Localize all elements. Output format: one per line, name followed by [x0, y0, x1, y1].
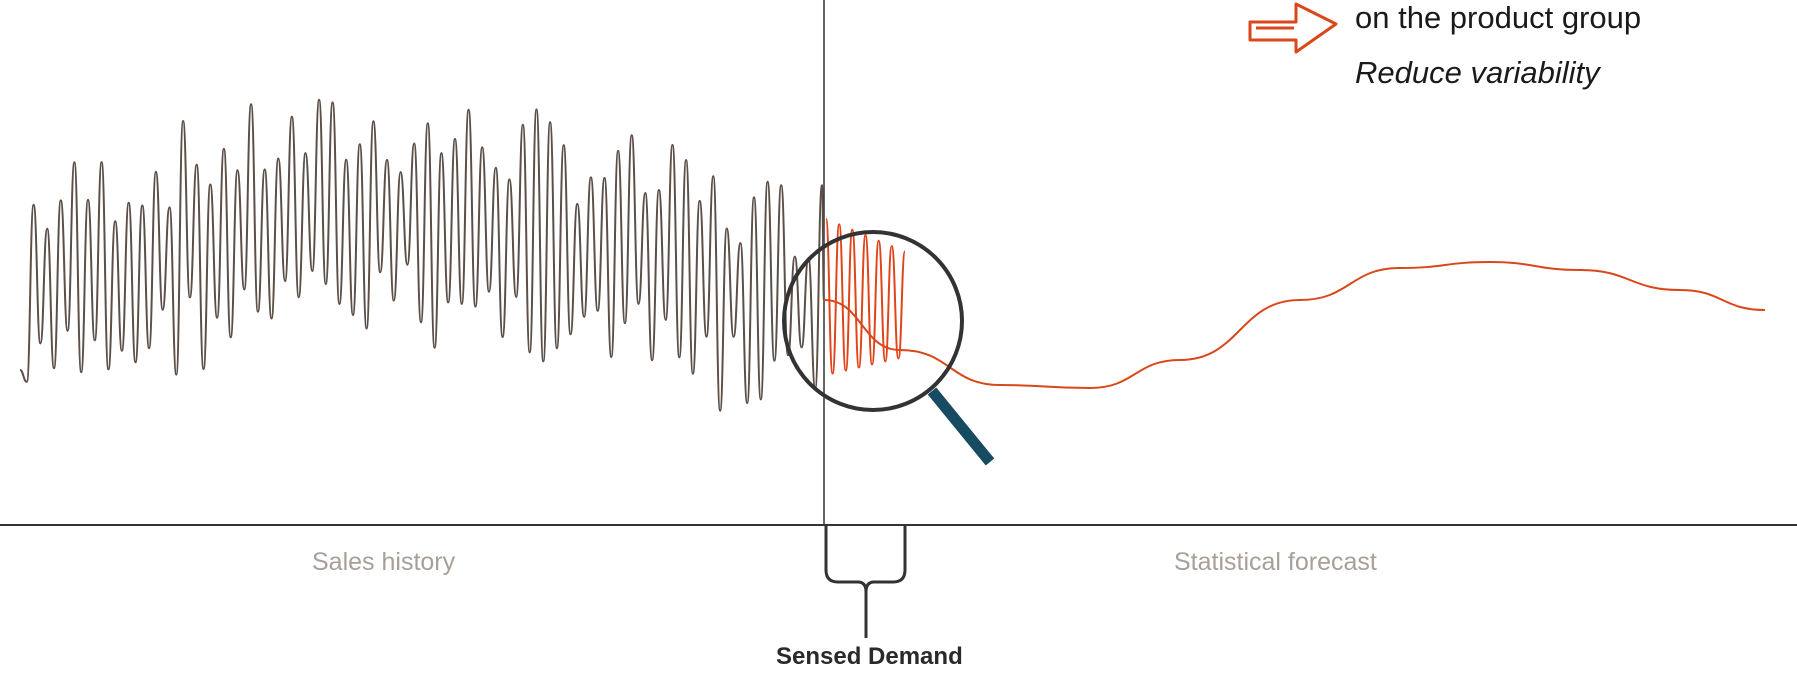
magnifier-handle: [927, 387, 995, 466]
reduce-variability-note: Reduce variability: [1355, 55, 1600, 90]
statistical-forecast-line: [823, 260, 1766, 390]
magnifier-ring: [782, 230, 964, 412]
sensed-demand-brace: [824, 526, 907, 638]
sales-history-line: [19, 98, 825, 412]
magnifying-glass-icon: [782, 230, 995, 466]
sensed-demand-line: [825, 218, 906, 375]
right-arrow-icon: [1248, 2, 1338, 54]
sales-history-label: Sales history: [312, 548, 456, 576]
product-group-note: on the product group: [1355, 0, 1642, 35]
statistical-forecast-label: Statistical forecast: [1174, 548, 1377, 576]
sensed-demand-label: Sensed Demand: [776, 643, 963, 670]
